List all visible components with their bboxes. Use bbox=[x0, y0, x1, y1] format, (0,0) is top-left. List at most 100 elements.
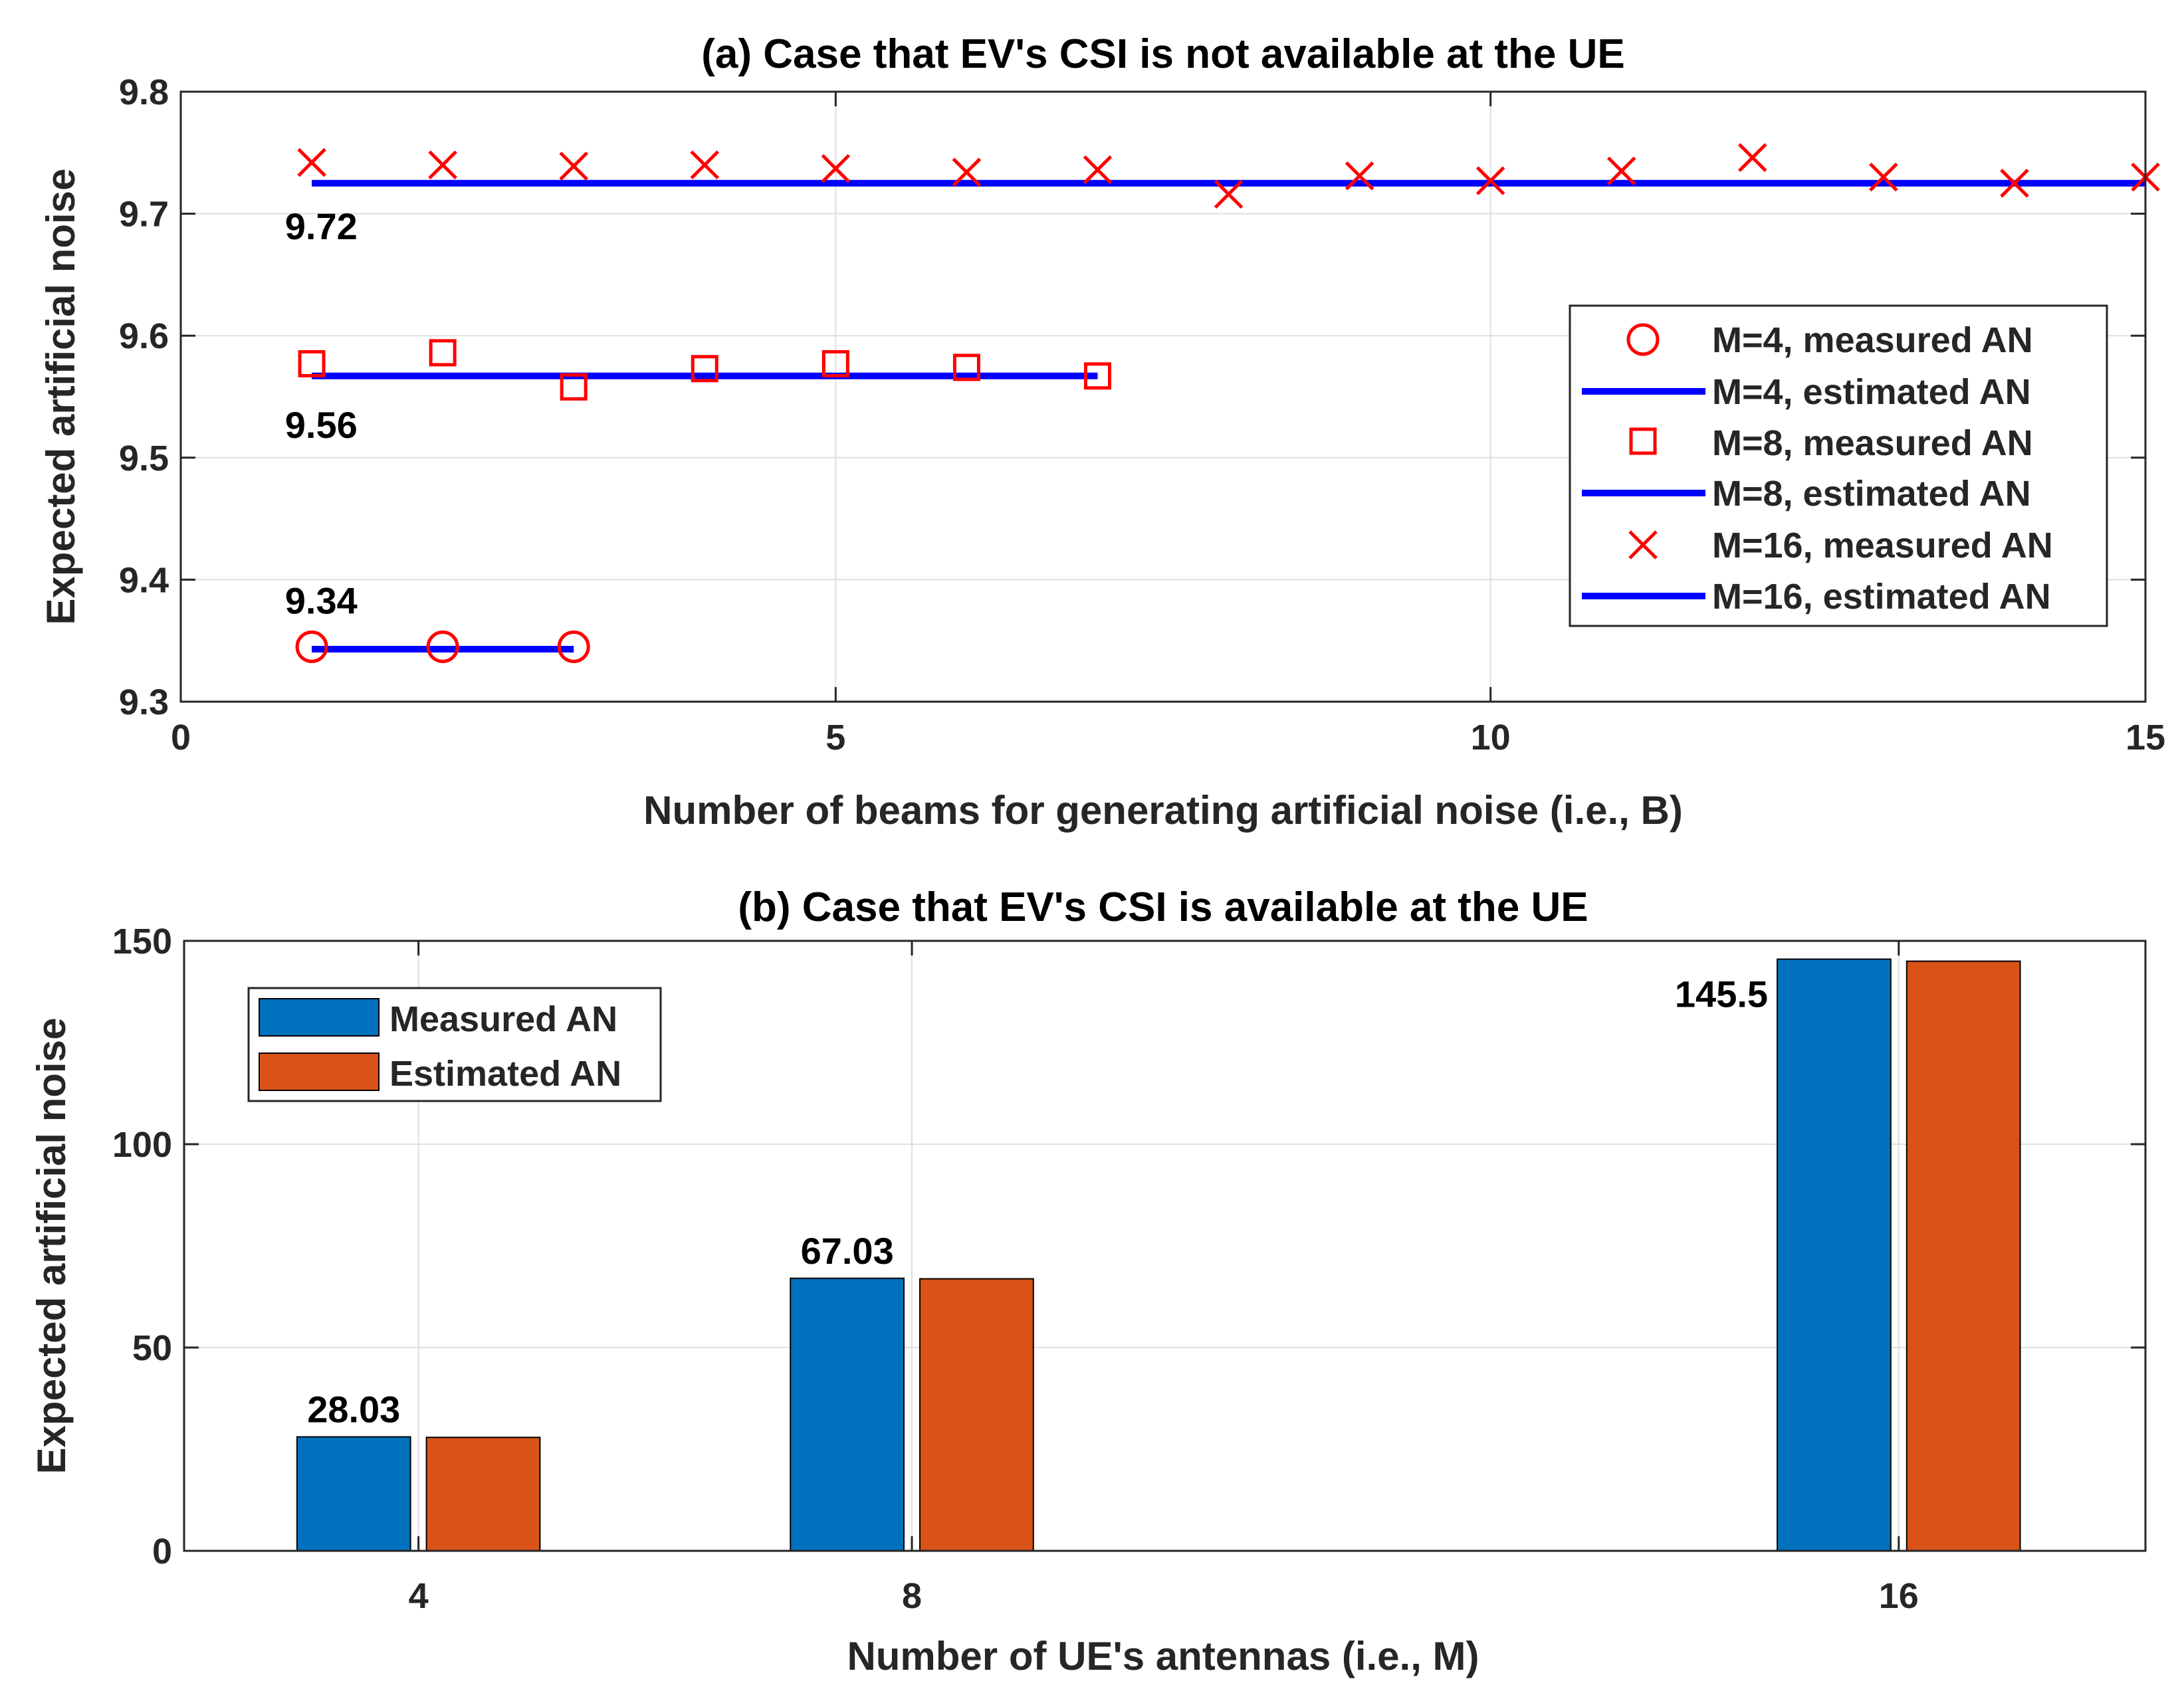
bar-value-label: 67.03 bbox=[801, 1230, 894, 1272]
subplot-b-axes-box bbox=[183, 940, 2147, 1552]
x-marker bbox=[1869, 162, 1898, 192]
subplot-a-ylabel: Expected artificial noise bbox=[39, 169, 83, 625]
circle-marker bbox=[295, 630, 328, 663]
legend-measured-swatch bbox=[259, 998, 380, 1037]
x-marker bbox=[1345, 161, 1374, 191]
y-tick-label: 0 bbox=[152, 1532, 172, 1571]
y-tick-label: 9.6 bbox=[119, 316, 169, 356]
x-marker-stroke bbox=[1475, 166, 1505, 195]
y-tick-label: 50 bbox=[132, 1328, 172, 1368]
legend-estimated-swatch bbox=[259, 1053, 380, 1091]
circle-marker bbox=[557, 630, 590, 663]
legend-item-m16-estimated: M=16, estimated AN bbox=[1712, 577, 2051, 617]
square-marker bbox=[560, 373, 588, 401]
x-marker bbox=[1606, 156, 1636, 186]
legend-item-m4-estimated: M=4, estimated AN bbox=[1712, 372, 2031, 412]
subplot-a-ticks: 0 5 10 15 9.3 9.4 9.5 9.6 9.7 9.8 bbox=[119, 72, 2165, 757]
x-marker bbox=[559, 151, 588, 181]
x-marker-stroke bbox=[952, 157, 982, 187]
subplot-a-annotations: 9.72 9.56 9.34 bbox=[285, 205, 358, 622]
subplot-a-axes-box bbox=[179, 90, 2147, 703]
subplot-b-ylabel: Expected artificial noise bbox=[29, 1018, 74, 1474]
legend-item-m16-measured: M=16, measured AN bbox=[1712, 526, 2053, 565]
subplot-b-title: (b) Case that EV's CSI is available at t… bbox=[738, 884, 1588, 930]
subplot-a-estimated-lines bbox=[312, 179, 2145, 653]
y-tick-label: 9.4 bbox=[119, 560, 169, 600]
x-marker bbox=[690, 150, 720, 179]
x-marker bbox=[1083, 155, 1113, 185]
x-marker bbox=[1738, 143, 1767, 172]
x-marker-stroke bbox=[1214, 179, 1244, 209]
square-marker bbox=[429, 339, 457, 367]
x-marker-stroke bbox=[1083, 155, 1113, 185]
x-tick-label: 10 bbox=[1471, 718, 1511, 757]
subplot-b-legend: Measured AN Estimated AN bbox=[247, 987, 662, 1102]
square-marker bbox=[298, 350, 326, 377]
subplot-a-xlabel: Number of beams for generating artificia… bbox=[643, 788, 1683, 833]
measured-bar bbox=[790, 1277, 905, 1552]
x-marker bbox=[1475, 166, 1505, 195]
x-marker-stroke bbox=[821, 153, 851, 183]
estimated-bar bbox=[919, 1278, 1034, 1552]
x-tick-label: 5 bbox=[825, 718, 845, 757]
bar-value-label: 28.03 bbox=[307, 1388, 400, 1430]
y-tick-label: 100 bbox=[112, 1125, 172, 1165]
square-marker bbox=[821, 350, 849, 377]
x-marker-stroke bbox=[1869, 162, 1898, 192]
subplot-b-xlabel: Number of UE's antennas (i.e., M) bbox=[847, 1634, 1479, 1678]
subplot-b-annotations: 28.03 67.03 145.5 bbox=[307, 973, 1768, 1431]
square-marker bbox=[1083, 362, 1111, 390]
x-marker-stroke bbox=[1606, 156, 1636, 186]
value-annotation: 9.72 bbox=[285, 205, 358, 247]
bar-value-label: 145.5 bbox=[1675, 973, 1768, 1015]
legend-item-m8-estimated: M=8, estimated AN bbox=[1712, 474, 2031, 514]
x-tick-label: 4 bbox=[409, 1576, 429, 1616]
y-tick-label: 150 bbox=[112, 922, 172, 961]
x-marker bbox=[821, 153, 851, 183]
y-tick-label: 9.8 bbox=[119, 72, 169, 112]
estimated-bar bbox=[425, 1437, 541, 1552]
y-tick-label: 9.5 bbox=[119, 439, 169, 478]
x-marker bbox=[297, 148, 326, 177]
square-marker bbox=[691, 355, 718, 383]
subplot-a-markers bbox=[295, 143, 2160, 663]
subplot-a-title: (a) Case that EV's CSI is not available … bbox=[701, 31, 1625, 77]
x-marker-stroke bbox=[1345, 161, 1374, 191]
circle-marker bbox=[426, 630, 459, 663]
legend-item-measured: Measured AN bbox=[389, 999, 617, 1039]
y-tick-label: 9.3 bbox=[119, 682, 169, 722]
legend-square-marker-icon bbox=[1629, 427, 1657, 455]
square-marker bbox=[952, 353, 980, 381]
x-tick-label: 8 bbox=[902, 1576, 922, 1616]
x-marker bbox=[2000, 168, 2029, 198]
x-marker bbox=[1214, 179, 1244, 209]
x-marker-stroke bbox=[559, 151, 588, 181]
measured-bar bbox=[1777, 958, 1892, 1552]
x-marker-stroke bbox=[428, 150, 457, 179]
legend-x-marker-icon bbox=[1628, 530, 1658, 559]
x-marker-stroke bbox=[690, 150, 720, 179]
x-marker bbox=[952, 157, 982, 187]
x-marker bbox=[428, 150, 457, 179]
subplot-b-bars bbox=[296, 958, 2021, 1552]
x-tick-label: 15 bbox=[2126, 718, 2165, 757]
subplot-a: (a) Case that EV's CSI is not available … bbox=[39, 31, 2165, 833]
x-marker-stroke bbox=[297, 148, 326, 177]
subplot-b-ticks: 4 8 16 0 50 100 150 bbox=[112, 922, 2145, 1616]
subplot-b: (b) Case that EV's CSI is available at t… bbox=[29, 884, 2147, 1678]
x-marker-stroke bbox=[2000, 168, 2029, 198]
x-tick-label: 0 bbox=[171, 718, 191, 757]
value-annotation: 9.56 bbox=[285, 404, 358, 446]
legend-item-estimated: Estimated AN bbox=[389, 1054, 621, 1094]
legend-item-m8-measured: M=8, measured AN bbox=[1712, 423, 2033, 463]
value-annotation: 9.34 bbox=[285, 580, 358, 622]
y-tick-label: 9.7 bbox=[119, 195, 169, 235]
x-marker-stroke bbox=[1738, 143, 1767, 172]
subplot-a-legend-box bbox=[1569, 304, 2108, 627]
subplot-a-legend: M=4, measured AN M=4, estimated AN M=8, … bbox=[1569, 304, 2108, 627]
legend-circle-marker-icon bbox=[1626, 323, 1660, 356]
legend-item-m4-measured: M=4, measured AN bbox=[1712, 320, 2033, 360]
x-tick-label: 16 bbox=[1879, 1576, 1919, 1616]
estimated-bar bbox=[1906, 960, 2021, 1552]
